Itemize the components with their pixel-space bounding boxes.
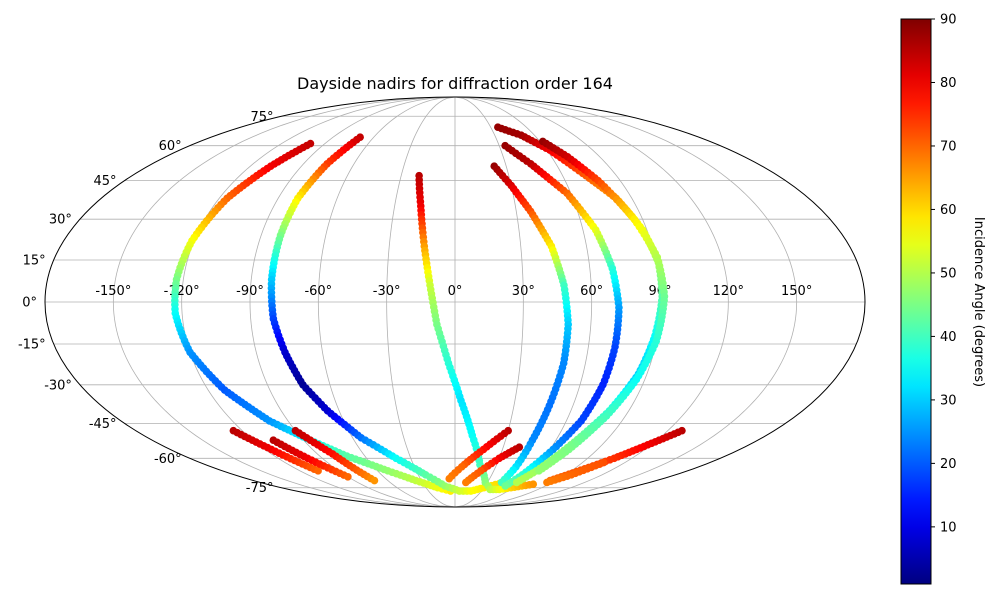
latitude-tick-label: 60° <box>159 139 182 154</box>
latitude-tick-labels: -75° -60° -45° -30° -15° 0° 15° 30° 45° 60° 75° <box>18 110 274 496</box>
data-point <box>501 482 510 490</box>
longitude-tick-label: 30° <box>512 284 535 299</box>
chart-title: Dayside nadirs for diffraction order 164 <box>297 74 613 93</box>
data-point <box>543 478 551 487</box>
longitude-tick-label: -60° <box>304 284 332 299</box>
colorbar-tick-label: 80 <box>940 76 957 91</box>
colorbar-tick-label: 20 <box>940 457 957 472</box>
longitude-tick-label: 0° <box>448 284 463 299</box>
colorbar-tick-label: 30 <box>940 393 957 408</box>
colorbar-tick-label: 10 <box>940 520 957 535</box>
colorbar-tick-label: 60 <box>940 203 957 218</box>
latitude-tick-label: -15° <box>18 337 46 352</box>
data-point <box>535 467 543 475</box>
longitude-tick-label: -150° <box>95 284 131 299</box>
longitude-tick-label: 150° <box>781 284 812 299</box>
colorbar-bar <box>900 18 932 585</box>
data-points <box>171 123 686 495</box>
data-point <box>314 467 322 475</box>
latitude-tick-label: 0° <box>22 296 37 311</box>
latitude-tick-label: 15° <box>23 254 46 269</box>
data-point <box>370 476 379 485</box>
colorbar: 10 20 30 40 50 60 70 80 90 <box>900 13 957 585</box>
data-point <box>512 478 521 487</box>
colorbar-tick-label: 50 <box>940 266 957 281</box>
data-point <box>445 474 454 483</box>
data-point <box>462 478 470 487</box>
latitude-tick-label: 45° <box>94 174 117 189</box>
longitude-tick-label: -30° <box>373 284 401 299</box>
latitude-tick-label: -75° <box>246 481 274 496</box>
longitude-tick-label: 120° <box>713 284 744 299</box>
latitude-tick-label: 75° <box>250 110 273 125</box>
latitude-tick-label: -45° <box>89 417 117 432</box>
latitude-tick-label: 30° <box>49 213 72 228</box>
colorbar-tick-label: 40 <box>940 330 957 345</box>
colorbar-tick-label: 70 <box>940 139 957 154</box>
longitude-tick-label: 60° <box>580 284 603 299</box>
latitude-tick-label: -60° <box>154 452 182 467</box>
longitude-tick-label: -120° <box>164 284 200 299</box>
colorbar-label: Incidence Angle (degrees) <box>971 217 986 387</box>
latitude-tick-label: -30° <box>44 378 72 393</box>
data-point <box>344 472 352 481</box>
map-boundary <box>44 96 866 508</box>
data-point <box>529 480 538 489</box>
colorbar-tick-label: 90 <box>940 13 957 28</box>
longitude-tick-label: -90° <box>236 284 264 299</box>
longitude-tick-labels: -150°-120°-90°-60°-30°0°30°60°90°120°150… <box>95 284 812 299</box>
graticule <box>45 97 865 507</box>
